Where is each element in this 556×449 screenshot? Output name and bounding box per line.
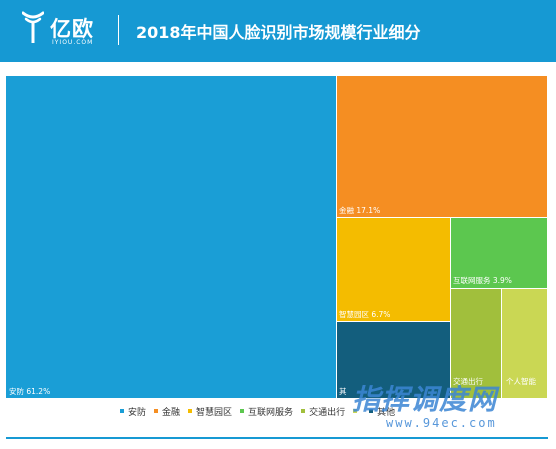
treemap-chart: 安防 61.2% 金融 17.1% 智慧园区 6.7% 互联网服务 3.9% 交通出行 个… [6,76,547,398]
page-title: 2018年中国人脸识别市场规模行业细分 [136,23,421,42]
treemap-tile-label: 互联网服务 3.9% [453,275,512,285]
brand-url: IYIOU.COM [52,39,94,46]
legend-label: 安防 [128,407,147,418]
treemap-tile-label: 其 [339,387,347,396]
treemap-tile [451,289,501,398]
legend-label: 智慧园区 [196,407,233,418]
legend-swatch [240,409,245,413]
legend-label: 金融 [162,407,181,418]
treemap-tile [6,76,336,398]
header-banner: 亿欧 IYIOU.COM 2018年中国人脸识别市场规模行业细分 [0,0,556,62]
legend-swatch [369,409,374,413]
yiou-logo-icon [22,11,44,43]
header-divider [118,15,119,45]
legend-swatch [301,409,306,413]
legend-item: 交通出行 [301,405,345,418]
legend-swatch [353,409,358,413]
treemap-tile [337,76,547,217]
treemap-tile [502,289,547,398]
chart-legend: 安防 金融 智慧园区 互联网服务 交通出行 其他 [120,404,403,418]
legend-label: 交通出行 [309,407,346,418]
treemap-tile-label: 个人智能 [506,376,536,386]
treemap-tile [337,218,450,321]
watermark-url: www.94ec.com [386,416,497,430]
treemap-tile-label: 金融 17.1% [339,205,380,215]
legend-item: 安防 [120,405,146,418]
watermark-text: 指挥调度网 [352,383,498,416]
legend-item: 智慧园区 [188,405,232,418]
legend-label: 其他 [377,407,396,418]
legend-item: 互联网服务 [240,405,293,418]
treemap-tile [451,218,547,288]
legend-item: 金融 [154,405,180,418]
legend-swatch [188,409,193,413]
treemap-tile [337,322,450,398]
legend-swatch [154,409,159,413]
bottom-rule [6,437,548,439]
treemap-tile-label: 安防 61.2% [9,386,50,396]
legend-item: 其他 [369,405,395,418]
legend-swatch [120,409,124,413]
treemap-tile-label: 智慧园区 6.7% [339,309,390,319]
brand-name: 亿欧 [50,17,94,41]
treemap-tile-label: 交通出行 [453,376,483,386]
legend-label: 互联网服务 [248,407,294,418]
legend-item [353,409,361,413]
